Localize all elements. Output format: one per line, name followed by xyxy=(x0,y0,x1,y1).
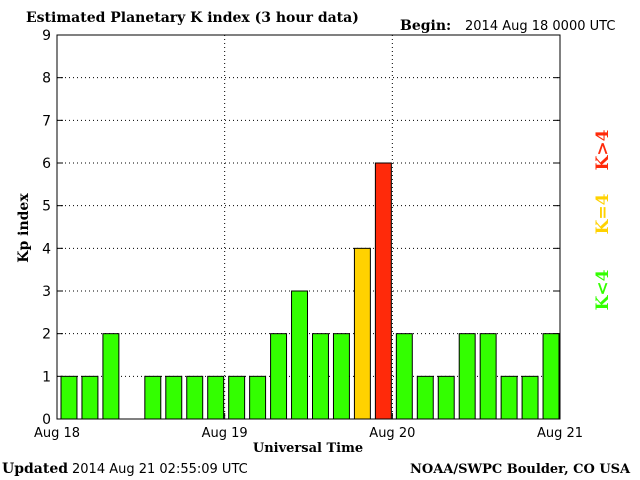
kp-bar xyxy=(521,375,539,420)
updated-label: Updated xyxy=(2,461,68,477)
kp-bar xyxy=(291,290,308,420)
kp-bar xyxy=(353,247,371,420)
kp-bar xyxy=(81,375,99,420)
x-axis-label: Universal Time xyxy=(253,441,363,456)
y-tick-label: 7 xyxy=(42,113,51,129)
x-tick-label: Aug 19 xyxy=(202,426,248,441)
kp-bar xyxy=(458,333,476,420)
kp-bar xyxy=(374,162,392,420)
legend-high: K>4 xyxy=(593,129,613,170)
updated-value: 2014 Aug 21 02:55:09 UTC xyxy=(72,462,248,477)
begin-label: Begin: xyxy=(400,18,451,34)
legend-low: K<4 xyxy=(593,269,613,310)
kp-bar xyxy=(312,333,329,420)
plot-area: 0 1 2 3 4 5 6 7 8 9 Aug 18 Aug 19 Aug 20 Aug 21 xyxy=(34,28,583,441)
kp-bar xyxy=(395,333,413,420)
y-tick-label: 1 xyxy=(42,369,51,385)
y-tick-label: 8 xyxy=(42,71,51,87)
chart-title: Estimated Planetary K index (3 hour data… xyxy=(26,10,359,26)
x-tick-label: Aug 20 xyxy=(369,426,415,441)
plot-frame xyxy=(56,34,561,420)
kp-bar xyxy=(270,333,288,420)
begin-value: 2014 Aug 18 0000 UTC xyxy=(465,19,615,34)
kp-bar xyxy=(102,333,120,420)
y-tick-label: 0 xyxy=(42,412,51,428)
kp-bar xyxy=(165,375,183,420)
kp-bar xyxy=(207,375,225,420)
kp-bar xyxy=(437,375,455,420)
legend-mid: K=4 xyxy=(593,193,613,234)
kp-bar xyxy=(186,375,204,420)
y-tick-label: 4 xyxy=(42,241,51,257)
source-credit: NOAA/SWPC Boulder, CO USA xyxy=(410,462,631,477)
kp-bar xyxy=(228,375,246,420)
x-tick-label: Aug 21 xyxy=(537,426,583,441)
kp-bar xyxy=(249,375,267,420)
y-tick-label: 3 xyxy=(42,284,51,300)
kp-bar xyxy=(332,333,350,420)
y-tick-label: 6 xyxy=(42,156,51,172)
kp-bar xyxy=(416,375,434,420)
kp-bar xyxy=(144,375,162,420)
kp-bar xyxy=(479,333,497,420)
y-tick-label: 5 xyxy=(42,199,51,215)
x-tick-label: Aug 18 xyxy=(34,426,80,441)
y-tick-label: 9 xyxy=(42,28,51,44)
kp-bar xyxy=(60,375,78,420)
y-axis-label: Kp index xyxy=(16,193,32,263)
kp-bar xyxy=(500,375,518,420)
kp-bar xyxy=(542,333,560,420)
y-tick-label: 2 xyxy=(42,327,51,343)
